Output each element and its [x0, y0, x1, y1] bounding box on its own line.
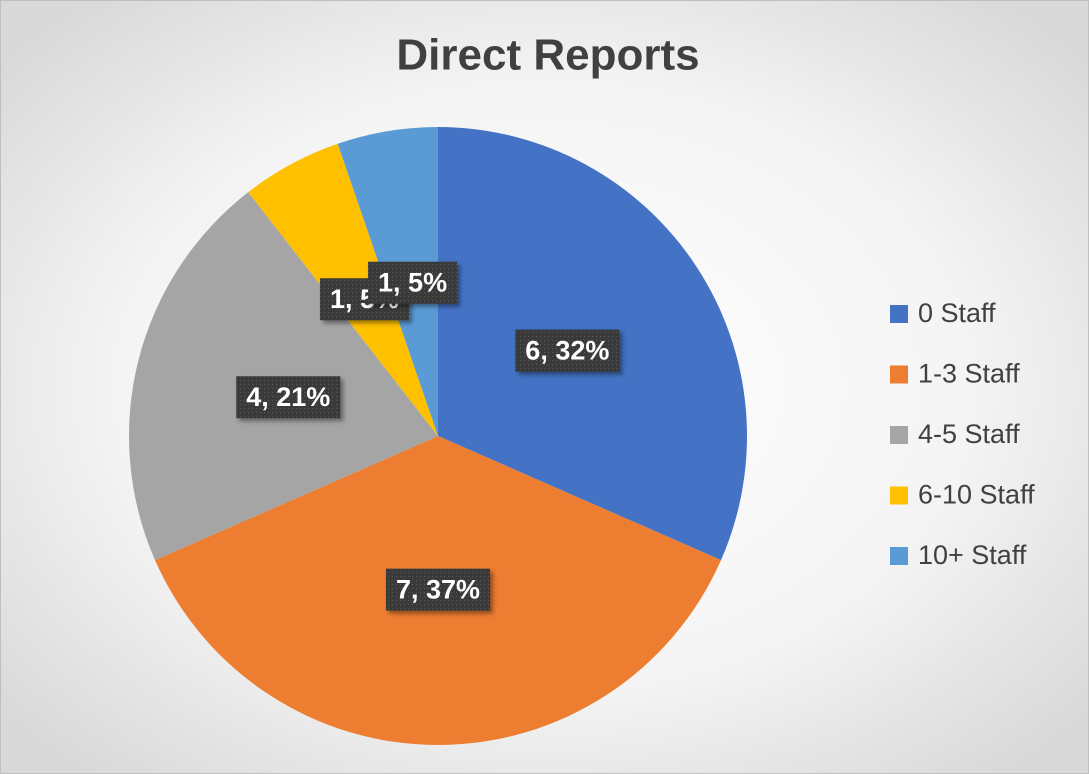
- legend-label: 1-3 Staff: [918, 359, 1020, 389]
- data-label-text: 7, 37%: [396, 575, 480, 605]
- pie-slice: [129, 192, 439, 561]
- legend-swatch: [890, 486, 908, 505]
- legend-swatch: [890, 426, 908, 444]
- data-label: 1, 5%: [368, 261, 458, 304]
- legend: 0 Staff 1-3 Staff 4-5 Staff 6-10 Staff 10+ S…: [890, 298, 1035, 570]
- data-label-text: 6, 32%: [525, 336, 609, 366]
- data-label: 6, 32%: [515, 329, 620, 372]
- data-label-box: [236, 376, 341, 419]
- legend-label: 4-5 Staff: [918, 419, 1020, 449]
- legend-label: 10+ Staff: [918, 540, 1027, 570]
- legend-swatch: [890, 365, 908, 384]
- legend-swatch: [890, 547, 908, 565]
- data-label-box: [385, 568, 491, 611]
- data-label: 7, 37%: [385, 568, 491, 611]
- legend-label: 6-10 Staff: [918, 480, 1035, 510]
- data-label: 4, 21%: [236, 376, 341, 419]
- data-label-text: 1, 5%: [378, 268, 447, 298]
- legend-swatch: [890, 305, 908, 323]
- chart-title: Direct Reports: [396, 31, 699, 80]
- data-label-box: [368, 261, 458, 304]
- pie: [129, 127, 748, 746]
- data-label-text: 4, 21%: [246, 382, 330, 412]
- legend-label: 0 Staff: [918, 298, 996, 328]
- data-labels: 6, 32%7, 37%4, 21%1, 5%1, 5%: [236, 261, 620, 611]
- data-label-box: [515, 329, 620, 372]
